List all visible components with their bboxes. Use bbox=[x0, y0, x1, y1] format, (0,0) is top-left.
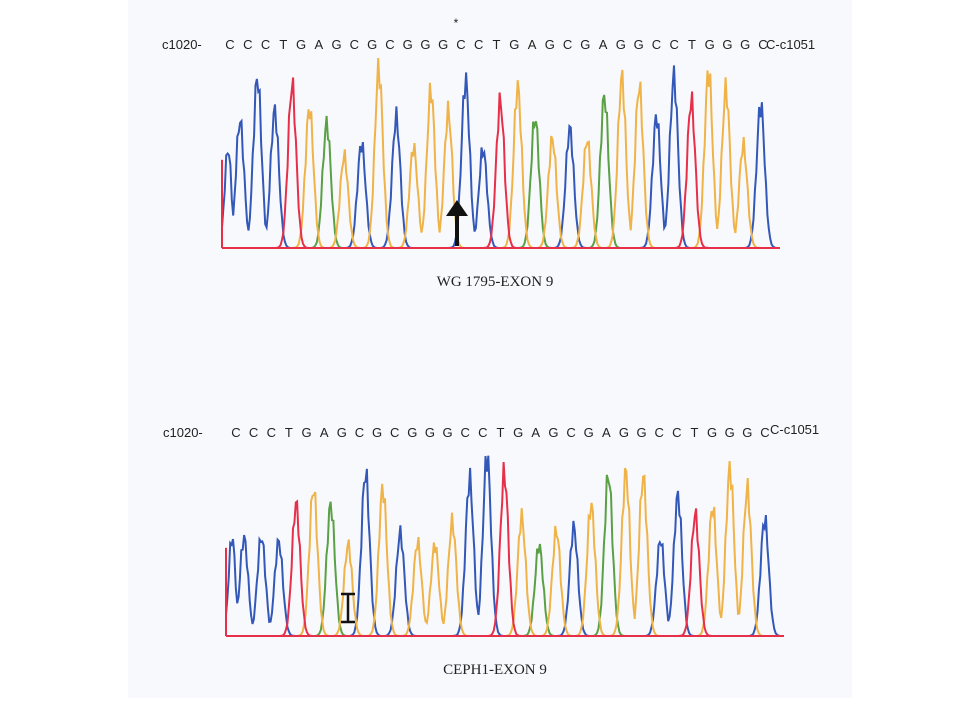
sequence-end-label: C-c1051 bbox=[770, 422, 820, 437]
base-call-17: A bbox=[531, 425, 541, 440]
base-call-19: C bbox=[562, 37, 573, 52]
base-call-7: C bbox=[354, 425, 365, 440]
base-call-7: C bbox=[349, 37, 360, 52]
base-call-4: G bbox=[296, 37, 307, 52]
base-call-1: C bbox=[243, 37, 253, 52]
base-call-14: C bbox=[478, 425, 488, 440]
base-call-27: G bbox=[704, 37, 715, 52]
base-call-26: T bbox=[690, 425, 699, 440]
base-call-24: C bbox=[651, 37, 662, 52]
base-call-24: C bbox=[654, 425, 664, 440]
base-call-23: G bbox=[633, 37, 644, 52]
base-call-21: A bbox=[598, 37, 608, 52]
chromatogram-trace bbox=[221, 57, 780, 250]
base-call-11: G bbox=[420, 37, 431, 52]
base-call-19: C bbox=[566, 425, 576, 440]
base-call-5: A bbox=[319, 425, 329, 440]
up-arrow-icon bbox=[446, 200, 468, 246]
base-call-5: A bbox=[314, 37, 324, 52]
base-call-0: C bbox=[225, 37, 235, 52]
base-call-1: C bbox=[248, 425, 259, 440]
base-call-10: G bbox=[402, 37, 413, 52]
base-call-14: C bbox=[474, 37, 484, 52]
base-call-15: T bbox=[492, 37, 501, 52]
base-call-3: T bbox=[284, 425, 293, 440]
base-call-6: G bbox=[336, 425, 347, 440]
base-call-10: G bbox=[407, 425, 418, 440]
base-call-13: C bbox=[460, 425, 470, 440]
base-call-20: G bbox=[580, 37, 591, 52]
base-call-25: C bbox=[669, 37, 679, 52]
base-call-2: C bbox=[266, 425, 276, 440]
base-call-29: G bbox=[742, 425, 753, 440]
base-call-30: C bbox=[760, 425, 770, 440]
base-call-15: T bbox=[496, 425, 505, 440]
base-call-8: G bbox=[372, 425, 383, 440]
mutation-star-marker: * bbox=[453, 16, 459, 30]
base-call-30: C bbox=[758, 37, 768, 52]
base-call-29: G bbox=[740, 37, 751, 52]
figure-caption: WG 1795-EXON 9 bbox=[436, 274, 554, 290]
sequence-start-label: c1020- bbox=[162, 37, 202, 52]
base-call-18: G bbox=[544, 37, 555, 52]
base-call-0: C bbox=[231, 425, 241, 440]
base-call-17: A bbox=[527, 37, 537, 52]
base-call-6: G bbox=[331, 37, 342, 52]
figure-caption: CEPH1-EXON 9 bbox=[443, 662, 547, 678]
base-call-27: G bbox=[707, 425, 718, 440]
base-call-16: G bbox=[513, 425, 524, 440]
base-call-4: G bbox=[301, 425, 312, 440]
base-call-22: G bbox=[618, 425, 629, 440]
base-call-26: T bbox=[687, 37, 696, 52]
base-call-25: C bbox=[672, 425, 682, 440]
sequence-start-label: c1020- bbox=[163, 425, 203, 440]
base-call-28: G bbox=[724, 425, 735, 440]
sequence-end-label: C-c1051 bbox=[766, 37, 816, 52]
base-call-9: C bbox=[385, 37, 395, 52]
base-call-12: G bbox=[442, 425, 453, 440]
base-call-3: T bbox=[279, 37, 288, 52]
base-call-13: C bbox=[456, 37, 466, 52]
base-call-20: G bbox=[583, 425, 594, 440]
base-call-12: G bbox=[438, 37, 449, 52]
base-call-18: G bbox=[548, 425, 559, 440]
base-call-11: G bbox=[424, 425, 436, 440]
base-call-28: G bbox=[722, 37, 733, 52]
base-call-23: G bbox=[636, 425, 647, 440]
base-call-21: A bbox=[601, 425, 611, 440]
base-call-2: C bbox=[260, 37, 271, 52]
base-call-22: G bbox=[615, 37, 626, 52]
base-call-9: C bbox=[389, 425, 400, 440]
base-call-8: G bbox=[367, 37, 378, 52]
base-call-16: G bbox=[509, 37, 520, 52]
bracket-marker-icon bbox=[341, 592, 355, 624]
